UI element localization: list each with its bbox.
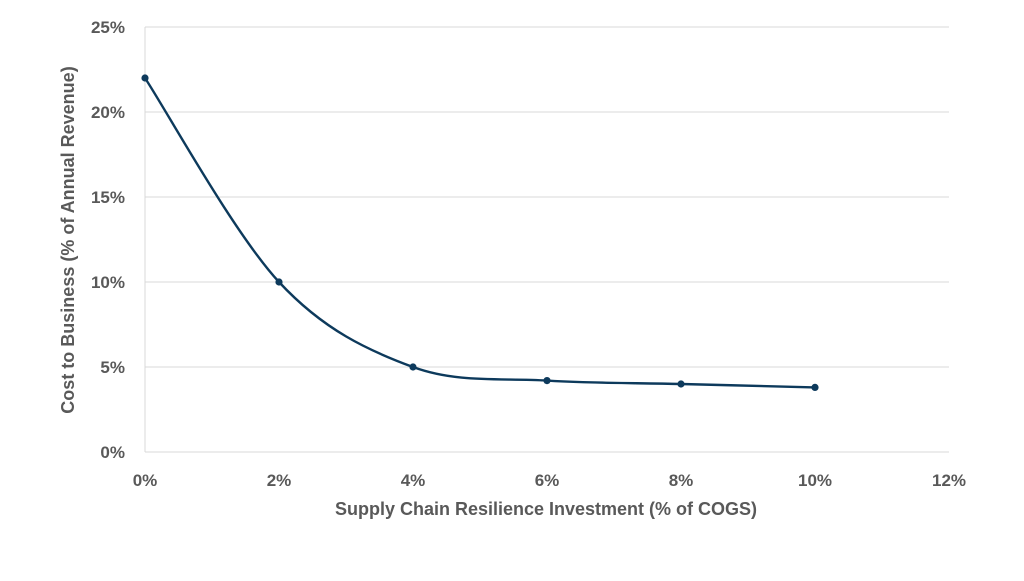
series bbox=[141, 74, 819, 391]
data-point bbox=[811, 383, 819, 391]
x-axis-ticks: 0% 2% 4% 6% 8% 10% 12% bbox=[133, 471, 966, 490]
x-tick-label: 12% bbox=[932, 471, 966, 490]
data-point bbox=[677, 380, 685, 388]
x-tick-label: 2% bbox=[267, 471, 292, 490]
y-tick-label: 5% bbox=[100, 358, 125, 377]
y-axis-title: Cost to Business (% of Annual Revenue) bbox=[58, 66, 78, 413]
data-point bbox=[409, 363, 417, 371]
x-tick-label: 6% bbox=[535, 471, 560, 490]
y-tick-label: 0% bbox=[100, 443, 125, 462]
axes bbox=[144, 27, 949, 453]
x-tick-label: 10% bbox=[798, 471, 832, 490]
gridlines bbox=[145, 26, 949, 368]
y-tick-label: 15% bbox=[91, 188, 125, 207]
y-tick-label: 10% bbox=[91, 273, 125, 292]
series-line-0 bbox=[143, 77, 816, 389]
data-point bbox=[543, 377, 551, 385]
x-tick-label: 8% bbox=[669, 471, 694, 490]
x-tick-label: 4% bbox=[401, 471, 426, 490]
y-tick-label: 20% bbox=[91, 103, 125, 122]
data-point bbox=[141, 74, 149, 82]
y-tick-label: 25% bbox=[91, 18, 125, 37]
y-axis-ticks: 0% 5% 10% 15% 20% 25% bbox=[91, 18, 125, 462]
x-axis-title: Supply Chain Resilience Investment (% of… bbox=[335, 499, 757, 519]
data-point bbox=[275, 278, 283, 286]
x-tick-label: 0% bbox=[133, 471, 158, 490]
